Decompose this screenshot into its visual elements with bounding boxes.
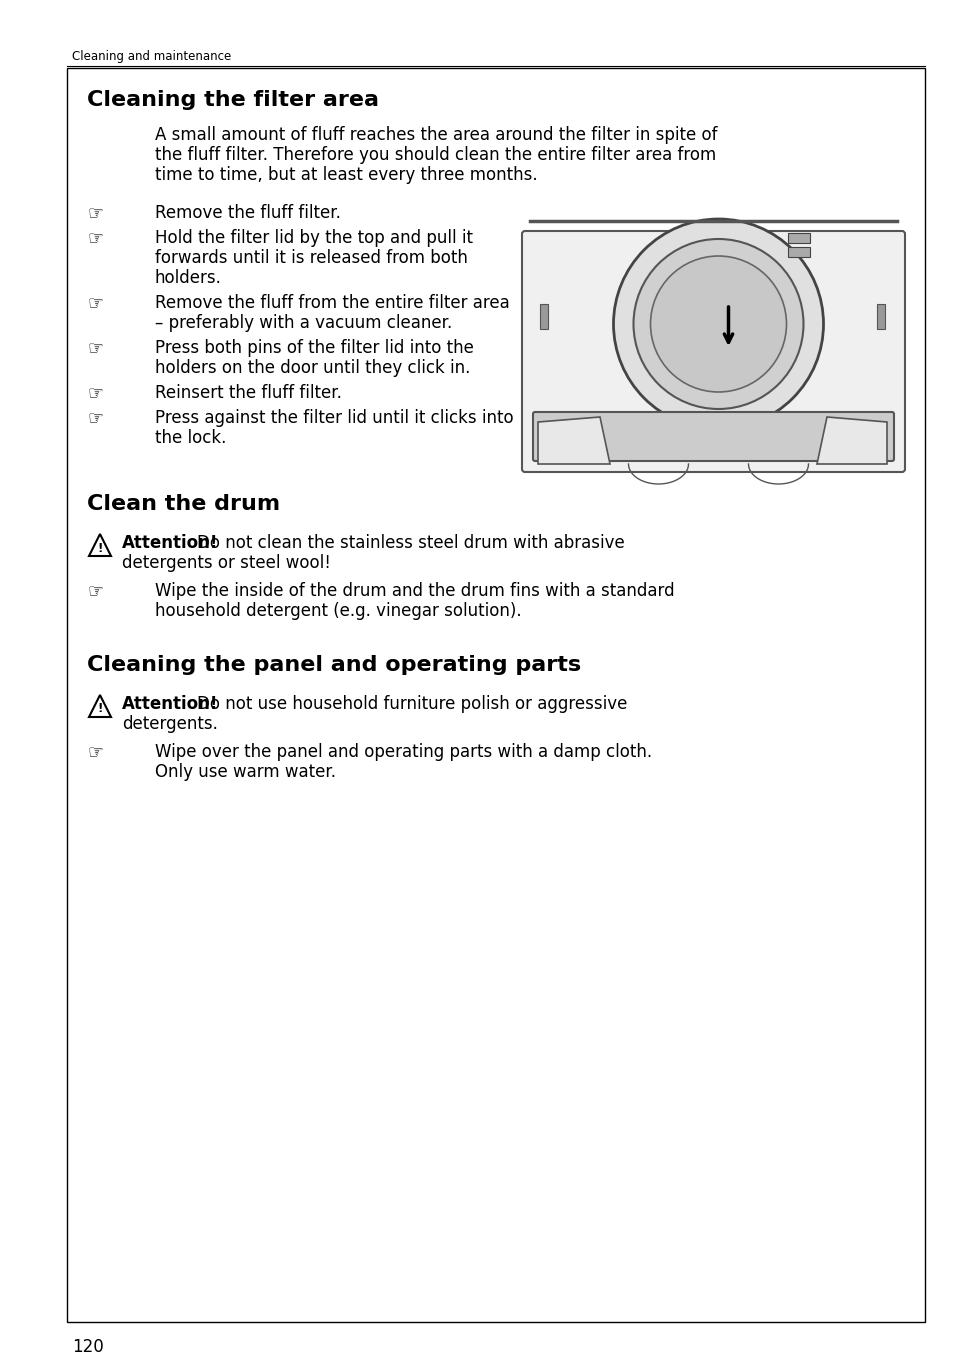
Text: ☞: ☞ [87, 744, 103, 761]
Text: ☞: ☞ [87, 581, 103, 600]
Text: Only use warm water.: Only use warm water. [154, 763, 335, 781]
Text: Do not clean the stainless steel drum with abrasive: Do not clean the stainless steel drum wi… [196, 534, 624, 552]
Text: Do not use household furniture polish or aggressive: Do not use household furniture polish or… [196, 695, 627, 713]
Text: Wipe the inside of the drum and the drum fins with a standard: Wipe the inside of the drum and the drum… [154, 581, 674, 600]
Text: the fluff filter. Therefore you should clean the entire filter area from: the fluff filter. Therefore you should c… [154, 146, 716, 164]
Text: Attention!: Attention! [122, 695, 218, 713]
Text: forwards until it is released from both: forwards until it is released from both [154, 249, 467, 266]
Bar [788, 233, 810, 243]
Text: Hold the filter lid by the top and pull it: Hold the filter lid by the top and pull … [154, 228, 473, 247]
Bar [788, 247, 810, 257]
Text: Cleaning the filter area: Cleaning the filter area [87, 91, 378, 110]
FancyBboxPatch shape [521, 231, 904, 472]
Bar [876, 304, 884, 329]
FancyBboxPatch shape [533, 412, 893, 461]
Polygon shape [816, 416, 886, 464]
Text: A small amount of fluff reaches the area around the filter in spite of: A small amount of fluff reaches the area… [154, 126, 717, 145]
Text: Remove the fluff filter.: Remove the fluff filter. [154, 204, 340, 222]
Text: detergents.: detergents. [122, 715, 217, 733]
Text: Cleaning and maintenance: Cleaning and maintenance [71, 50, 231, 64]
Text: Press both pins of the filter lid into the: Press both pins of the filter lid into t… [154, 339, 474, 357]
Text: holders on the door until they click in.: holders on the door until they click in. [154, 360, 470, 377]
Text: Wipe over the panel and operating parts with a damp cloth.: Wipe over the panel and operating parts … [154, 744, 652, 761]
Text: household detergent (e.g. vinegar solution).: household detergent (e.g. vinegar soluti… [154, 602, 521, 621]
Text: – preferably with a vacuum cleaner.: – preferably with a vacuum cleaner. [154, 314, 452, 333]
Circle shape [633, 239, 802, 410]
Bar [539, 304, 547, 329]
Text: Press against the filter lid until it clicks into: Press against the filter lid until it cl… [154, 410, 513, 427]
Text: ☞: ☞ [87, 410, 103, 427]
Text: the lock.: the lock. [154, 429, 226, 448]
Bar [67, 68, 924, 1322]
Circle shape [650, 256, 785, 392]
Text: ☞: ☞ [87, 228, 103, 247]
Text: Cleaning the panel and operating parts: Cleaning the panel and operating parts [87, 654, 580, 675]
Text: Clean the drum: Clean the drum [87, 493, 280, 514]
Text: !: ! [97, 542, 103, 554]
Circle shape [613, 219, 822, 429]
Text: Reinsert the fluff filter.: Reinsert the fluff filter. [154, 384, 341, 402]
Polygon shape [537, 416, 609, 464]
Text: ☞: ☞ [87, 339, 103, 357]
Text: holders.: holders. [154, 269, 222, 287]
Text: ☞: ☞ [87, 384, 103, 402]
Text: time to time, but at least every three months.: time to time, but at least every three m… [154, 166, 537, 184]
Text: Attention!: Attention! [122, 534, 218, 552]
Text: !: ! [97, 703, 103, 715]
Text: ☞: ☞ [87, 293, 103, 312]
Text: detergents or steel wool!: detergents or steel wool! [122, 554, 331, 572]
Text: 120: 120 [71, 1338, 104, 1352]
Text: ☞: ☞ [87, 204, 103, 222]
Text: Remove the fluff from the entire filter area: Remove the fluff from the entire filter … [154, 293, 509, 312]
